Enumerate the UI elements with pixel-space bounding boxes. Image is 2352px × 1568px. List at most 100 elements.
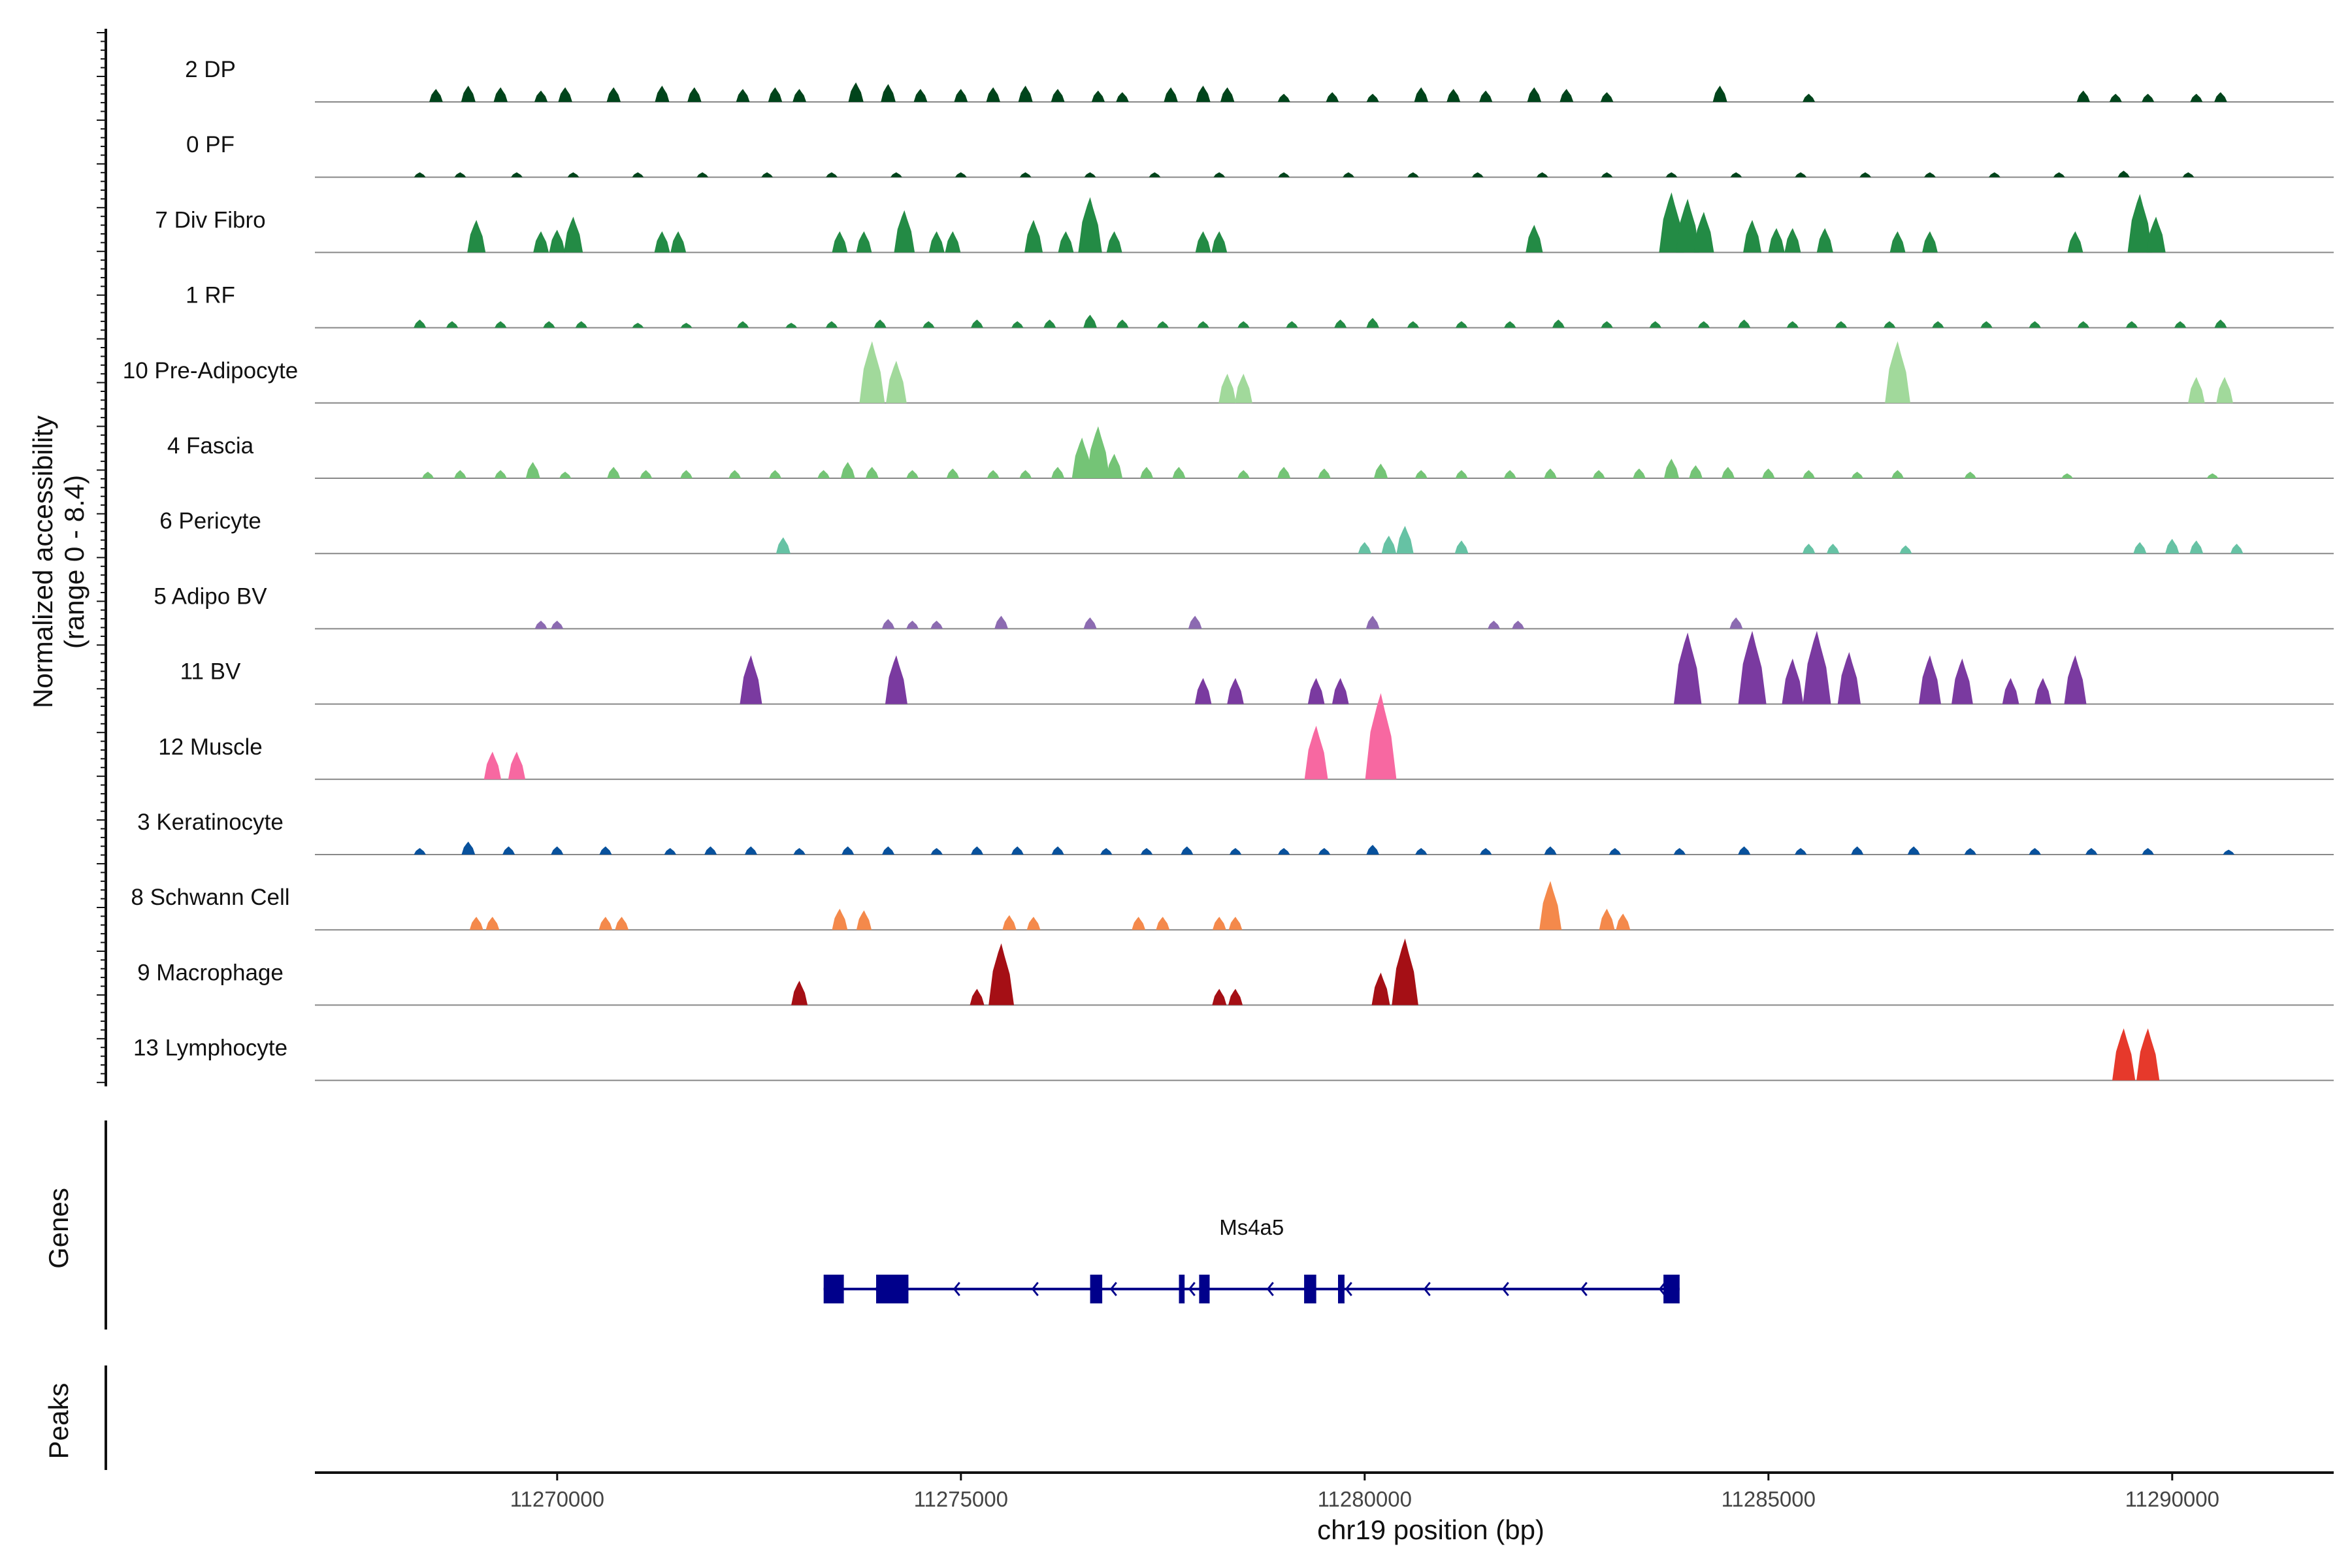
accessibility-peak [832, 231, 848, 253]
track: 12 Muscle [158, 693, 2334, 780]
accessibility-peak [485, 917, 500, 930]
accessibility-peak [1816, 228, 1833, 253]
accessibility-peak [615, 917, 629, 930]
accessibility-peak [1156, 321, 1169, 328]
accessibility-peak [882, 846, 895, 855]
accessibility-peak [1278, 848, 1290, 855]
accessibility-peak [2136, 1028, 2160, 1081]
accessibility-peak [2189, 540, 2204, 554]
accessibility-peak [1086, 426, 1110, 478]
accessibility-peak [494, 470, 507, 478]
gene-exon [876, 1275, 909, 1303]
accessibility-peak [1919, 655, 1941, 704]
x-axis: 11270000 11275000 11280000 11285000 11290000 [315, 1471, 2334, 1511]
accessibility-peak [493, 87, 508, 102]
accessibility-peak [563, 216, 583, 253]
accessibility-peak [1172, 466, 1186, 478]
accessibility-peak [1414, 470, 1428, 478]
x-tick-label: 11285000 [1722, 1487, 1816, 1511]
accessibility-peak [1784, 228, 1801, 253]
accessibility-peak [1307, 678, 1325, 704]
accessibility-peak [525, 462, 540, 478]
accessibility-peak [791, 981, 808, 1005]
accessibility-peak [467, 220, 486, 253]
accessibility-peak [1762, 468, 1775, 478]
accessibility-peak [1454, 540, 1469, 554]
gene-exon [1338, 1275, 1345, 1303]
accessibility-peak [1326, 92, 1339, 102]
accessibility-peak [1237, 470, 1250, 478]
accessibility-peak [954, 89, 968, 102]
accessibility-peak [1649, 321, 1661, 328]
accessibility-peak [906, 470, 919, 478]
accessibility-peak [1802, 544, 1816, 554]
gene-exon [1304, 1275, 1316, 1303]
track-label: 1 RF [186, 283, 235, 308]
accessibility-peak [1616, 913, 1631, 930]
accessibility-peak [534, 90, 548, 102]
accessibility-peak [1455, 470, 1468, 478]
accessibility-peak [785, 323, 798, 328]
track: 3 Keratinocyte [137, 809, 2334, 855]
track: 5 Adipo BV [154, 583, 2334, 630]
accessibility-peak [1237, 321, 1250, 328]
accessibility-peak [1697, 321, 1710, 328]
accessibility-peak [2133, 542, 2147, 554]
accessibility-peak [1795, 172, 1807, 178]
accessibility-peak [928, 231, 945, 253]
accessibility-peak [1318, 848, 1331, 855]
accessibility-peak [890, 172, 902, 178]
accessibility-peak [1922, 231, 1938, 253]
accessibility-peak [414, 319, 427, 328]
accessibility-peak [1365, 693, 1397, 779]
accessibility-peak [654, 231, 670, 253]
accessibility-peak [856, 231, 872, 253]
accessibility-peak [1835, 321, 1848, 328]
accessibility-peak [1051, 846, 1064, 855]
accessibility-peak [1358, 542, 1371, 554]
accessibility-peak [856, 910, 872, 930]
accessibility-peak [1304, 725, 1328, 779]
accessibility-peak [414, 172, 426, 178]
accessibility-peak [1738, 846, 1751, 855]
accessibility-peak [469, 917, 483, 930]
accessibility-peak [1220, 87, 1235, 102]
strand-arrow [1658, 1282, 1666, 1296]
accessibility-peak [1479, 90, 1493, 102]
accessibility-peak [874, 319, 887, 328]
accessibility-peak [607, 466, 621, 478]
y-axis-title-range: (range 0 - 8.4) [59, 475, 90, 649]
accessibility-peak [446, 321, 459, 328]
accessibility-peak [1381, 535, 1397, 554]
accessibility-peak [1277, 93, 1290, 102]
accessibility-peak [881, 619, 895, 629]
accessibility-peak [1051, 466, 1065, 478]
accessibility-peak [1043, 319, 1056, 328]
accessibility-peak [840, 462, 855, 478]
accessibility-peak [2034, 678, 2051, 704]
accessibility-peak [825, 321, 838, 328]
accessibility-peak [826, 172, 838, 178]
accessibility-peak [1851, 472, 1863, 478]
accessibility-peak [1826, 544, 1840, 554]
strand-arrow [953, 1282, 960, 1296]
accessibility-peak [1084, 172, 1096, 178]
accessibility-peak [946, 468, 960, 478]
accessibility-peak [865, 466, 879, 478]
accessibility-peak [1837, 651, 1861, 704]
x-axis-title: chr19 position (bp) [1317, 1514, 1544, 1545]
accessibility-peak [2125, 321, 2138, 328]
accessibility-peak [670, 231, 687, 253]
track: 0 PF [186, 132, 2334, 178]
accessibility-peak [744, 846, 757, 855]
genes-panel-title: Genes [43, 1188, 74, 1269]
accessibility-peak [1729, 617, 1743, 629]
accessibility-peak [930, 848, 943, 855]
accessibility-peak [1609, 848, 1622, 855]
accessibility-peak [1078, 197, 1102, 253]
accessibility-peak [768, 87, 783, 102]
accessibility-peak [817, 470, 830, 478]
track-label: 6 Pericyte [159, 508, 261, 534]
accessibility-peak [1194, 678, 1212, 704]
